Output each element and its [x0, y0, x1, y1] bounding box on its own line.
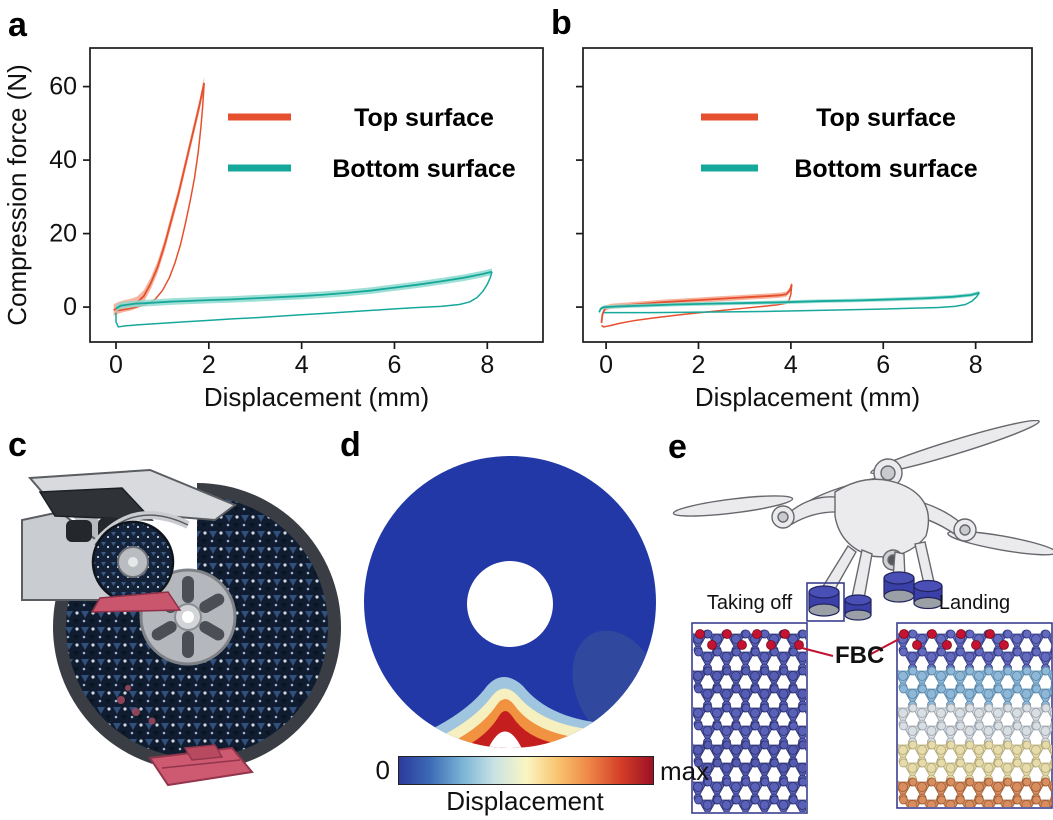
panel-label-a: a: [8, 6, 27, 44]
fbc-dot: [912, 640, 922, 650]
chart-a-band-1: [115, 268, 492, 312]
fea-displacement-map: [364, 456, 656, 748]
displacement-colorbar: [398, 756, 654, 785]
lattice-cell: [742, 815, 768, 820]
chart-b-unloading-1: [603, 292, 980, 314]
x-tick-label: 8: [969, 351, 983, 379]
legend-label-1: Bottom surface: [332, 155, 515, 183]
fbc-dots-left: [695, 629, 804, 650]
chart-a-band-0: [113, 77, 205, 316]
panel-label-b: b: [551, 4, 572, 42]
legend-label-0: Top surface: [354, 104, 494, 132]
chart-a-unloading-0: [115, 82, 205, 312]
x-tick-label: 2: [202, 351, 216, 379]
fbc-dot: [780, 629, 790, 639]
fbc-connectors: [801, 638, 900, 657]
lattice-cell: [761, 815, 787, 820]
airless-tire-render: [21, 448, 341, 787]
panel-label-c: c: [8, 426, 27, 464]
panel-label-d: d: [340, 426, 361, 464]
legend-label-0: Top surface: [816, 104, 956, 132]
fbc-dot: [752, 629, 762, 639]
ramp-reflection-dots: [117, 685, 156, 725]
fbc-dot: [942, 640, 952, 650]
colorbar-min-label: 0: [375, 755, 390, 785]
lattice-cell: [799, 815, 825, 820]
x-tick-label: 8: [480, 351, 494, 379]
foot-highlight-box: [806, 582, 845, 622]
chart-a: 0 2 4 6 8 0 20 40 60 Displacement (mm) Compression…: [2, 47, 544, 412]
y-tick-label: 40: [49, 146, 77, 174]
fbc-dot: [985, 629, 995, 639]
y-tick-label: 0: [63, 293, 77, 321]
colorbar-max-label: max: [660, 756, 710, 786]
chart-a-loading-1: [115, 270, 493, 310]
taking-off-lattice: [685, 622, 835, 820]
x-tick-label: 0: [599, 351, 613, 379]
fbc-dot: [927, 629, 937, 639]
red-ramp: [148, 744, 254, 787]
lattice-cell: [704, 815, 730, 820]
chart-b-frame: [582, 47, 1033, 343]
x-tick-label: 2: [692, 351, 706, 379]
fbc-dot: [999, 640, 1009, 650]
legend-label-1: Bottom surface: [794, 155, 977, 183]
fbc-dot: [695, 629, 705, 639]
panel-label-e: e: [668, 428, 687, 466]
taking-off-label: Taking off: [706, 592, 793, 614]
landing-label: Landing: [938, 592, 1011, 614]
lattice-cell: [685, 815, 711, 820]
y-tick-label: 20: [49, 220, 77, 248]
fbc-label: FBC: [835, 642, 885, 669]
x-axis-label: Displacement (mm): [204, 382, 429, 412]
drone-feet: [808, 571, 943, 621]
x-tick-label: 4: [295, 351, 309, 379]
lattice-cell: [809, 759, 835, 783]
y-tick-label: 60: [49, 73, 77, 101]
lattice-cell: [780, 815, 806, 820]
chart-a-unloading-1: [115, 271, 493, 328]
fbc-dot: [707, 640, 717, 650]
x-tick-label: 6: [388, 351, 402, 379]
y-axis-label: Compression force (N): [2, 64, 32, 326]
lattice-cell: [809, 722, 835, 746]
fbc-dot: [722, 629, 732, 639]
fbc-dot: [794, 640, 804, 650]
lattice-cell: [723, 815, 749, 820]
fbc-dot: [971, 640, 981, 650]
x-axis-label: Displacement (mm): [695, 382, 920, 412]
fbc-dot: [766, 640, 776, 650]
lattice-cell: [809, 796, 835, 820]
x-tick-label: 0: [109, 351, 123, 379]
hub-hole: [467, 561, 553, 647]
bottom-panels-art: [21, 420, 1053, 820]
vehicle-render: [21, 468, 238, 613]
chart-b: 0 2 4 6 8 Displacement (mm) Top surface Bottom …: [576, 47, 1033, 412]
x-tick-label: 6: [876, 351, 890, 379]
chart-a-frame: [89, 47, 544, 343]
landing-lattice: [896, 622, 1053, 809]
lattice-cell: [809, 685, 835, 709]
fbc-dot: [899, 629, 909, 639]
fbc-dot: [737, 640, 747, 650]
fbc-dots-right: [899, 629, 1009, 650]
chart-b-loading-1: [598, 291, 980, 313]
x-tick-label: 4: [784, 351, 798, 379]
drone-render: [672, 420, 1053, 622]
colorbar-title: Displacement: [446, 786, 604, 816]
fbc-dot: [956, 629, 966, 639]
